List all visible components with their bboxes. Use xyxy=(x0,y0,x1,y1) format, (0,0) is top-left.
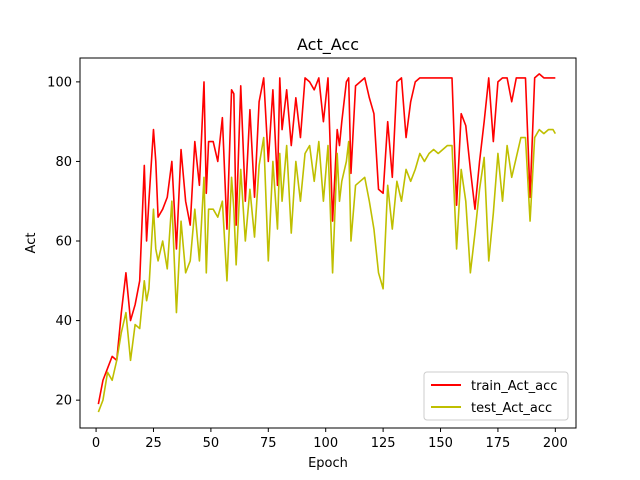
x-tick-label: 125 xyxy=(371,436,396,451)
x-tick-label: 0 xyxy=(92,436,100,451)
y-axis-label: Act xyxy=(24,233,39,254)
series-line-train-act-acc xyxy=(97,73,556,405)
series-layer xyxy=(97,73,557,413)
y-axis-ticks: 20 40 60 80 100 xyxy=(47,75,80,409)
x-tick-label: 50 xyxy=(203,436,220,451)
legend-label-train: train_Act_acc xyxy=(471,379,557,394)
y-tick-label: 80 xyxy=(55,155,72,170)
x-tick-label: 75 xyxy=(260,436,277,451)
plot-area-border xyxy=(79,57,577,429)
x-tick-label: 175 xyxy=(486,436,511,451)
legend-label-test: test_Act_acc xyxy=(471,401,552,416)
y-tick-label: 40 xyxy=(55,314,72,329)
series-line-test-act-acc xyxy=(97,128,557,413)
x-tick-label: 25 xyxy=(145,436,162,451)
axes-frame xyxy=(79,57,577,429)
x-tick-label: 100 xyxy=(313,436,338,451)
y-tick-label: 60 xyxy=(55,235,72,250)
x-axis-label: Epoch xyxy=(308,456,348,471)
x-tick-label: 200 xyxy=(543,436,568,451)
x-tick-label: 150 xyxy=(428,436,453,451)
y-tick-label: 100 xyxy=(47,75,72,90)
y-tick-label: 20 xyxy=(55,394,72,409)
legend: train_Act_acc test_Act_acc xyxy=(423,371,569,421)
x-axis-ticks: 0 25 50 75 100 125 150 175 200 xyxy=(92,428,568,451)
chart-title: Act_Acc xyxy=(297,35,359,55)
